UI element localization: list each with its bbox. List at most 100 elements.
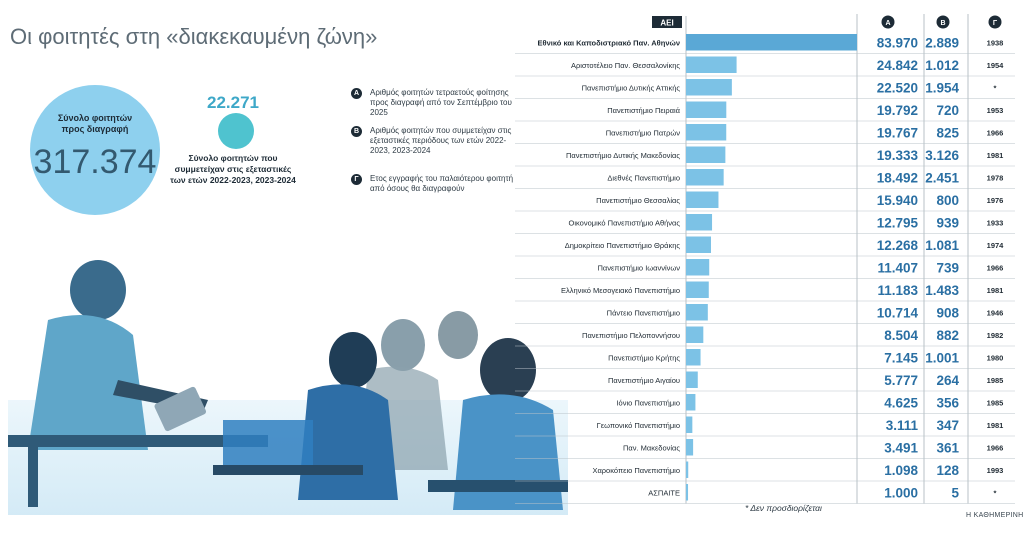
value-b-label: 128 bbox=[936, 463, 959, 478]
value-b-label: 1.012 bbox=[925, 58, 959, 73]
bar bbox=[686, 416, 693, 433]
value-a-label: 7.145 bbox=[884, 350, 918, 365]
students-illustration bbox=[8, 260, 568, 515]
bar bbox=[686, 191, 719, 208]
value-c-label: 1966 bbox=[987, 263, 1004, 272]
bar bbox=[686, 281, 709, 298]
bar bbox=[686, 304, 708, 321]
total-circle: Σύνολο φοιτητών προς διαγραφή 317.374 bbox=[30, 85, 160, 215]
category-label: Πανεπιστήμιο Πελοποννήσου bbox=[582, 331, 680, 340]
value-b-label: 2.889 bbox=[925, 35, 959, 50]
column-badge-label-1: B bbox=[940, 20, 945, 27]
value-c-label: * bbox=[994, 488, 997, 497]
value-a-label: 83.970 bbox=[877, 35, 918, 50]
value-c-label: 1981 bbox=[987, 151, 1004, 160]
category-label: Πανεπιστήμιο Πειραιά bbox=[607, 106, 680, 115]
exams-value: 22.271 bbox=[207, 93, 259, 112]
category-label: Αριστοτέλειο Παν. Θεσσαλονίκης bbox=[571, 61, 680, 70]
bar bbox=[686, 371, 698, 388]
bar bbox=[686, 101, 727, 118]
category-label: Γεωπονικό Πανεπιστήμιο bbox=[597, 421, 680, 430]
value-b-label: 1.001 bbox=[925, 350, 959, 365]
category-label: Ελληνικό Μεσογειακό Πανεπιστήμιο bbox=[561, 286, 680, 295]
bar bbox=[686, 439, 694, 456]
value-a-label: 15.940 bbox=[877, 193, 918, 208]
page-title: Οι φοιτητές στη «διακεκαυμένη ζώνη» bbox=[10, 24, 378, 49]
value-a-label: 19.792 bbox=[877, 103, 918, 118]
category-label: ΑΣΠΑΙΤΕ bbox=[648, 488, 680, 497]
value-a-label: 8.504 bbox=[884, 328, 918, 343]
value-b-label: 882 bbox=[936, 328, 959, 343]
category-label: Πανεπιστήμιο Κρήτης bbox=[608, 353, 680, 362]
value-b-label: 5 bbox=[951, 485, 959, 500]
value-a-label: 19.767 bbox=[877, 125, 918, 140]
header-bg bbox=[652, 16, 682, 28]
bar bbox=[686, 56, 737, 73]
value-c-label: 1974 bbox=[987, 241, 1005, 250]
legend-item-b: B Αριθμός φοιτητών που συμμετείχαν στις … bbox=[351, 126, 517, 156]
value-c-label: 1938 bbox=[987, 38, 1004, 47]
value-c-label: 1985 bbox=[987, 398, 1004, 407]
value-a-label: 4.625 bbox=[884, 395, 918, 410]
value-a-label: 24.842 bbox=[877, 58, 918, 73]
value-c-label: 1976 bbox=[987, 196, 1004, 205]
value-c-label: * bbox=[994, 83, 997, 92]
category-label: Οικονομικό Πανεπιστήμιο Αθήνας bbox=[569, 218, 681, 227]
total-value: 317.374 bbox=[33, 143, 157, 181]
value-c-label: 1978 bbox=[987, 173, 1004, 182]
legend-item-c: Γ Ετος εγγραφής του παλαιότερου φοιτητή … bbox=[351, 174, 517, 194]
bar bbox=[686, 461, 689, 478]
legend-item-a: A Αριθμός φοιτητών τετραετούς φοίτησης π… bbox=[351, 88, 517, 118]
category-label: Χαροκόπειο Πανεπιστήμιο bbox=[592, 466, 680, 475]
value-b-label: 1.483 bbox=[925, 283, 959, 298]
category-label: Εθνικό και Καποδιστριακό Παν. Αθηνών bbox=[538, 38, 680, 47]
category-label: Πανεπιστήμιο Θεσσαλίας bbox=[596, 196, 680, 205]
bar bbox=[686, 79, 732, 96]
category-label: Παν. Μακεδονίας bbox=[623, 443, 680, 452]
bar bbox=[686, 236, 711, 253]
bar bbox=[686, 394, 696, 411]
legend-text-b: Αριθμός φοιτητών που συμμετείχαν στις εξ… bbox=[370, 126, 512, 155]
total-label: Σύνολο φοιτητών προς διαγραφή bbox=[57, 113, 133, 134]
category-label: Δημοκρίτειο Πανεπιστήμιο Θράκης bbox=[565, 241, 681, 250]
category-label: Πανεπιστήμιο Ιωαννίνων bbox=[598, 263, 681, 272]
value-c-label: 1981 bbox=[987, 286, 1004, 295]
value-a-label: 3.111 bbox=[886, 418, 919, 433]
category-label: Πάντειο Πανεπιστήμιο bbox=[607, 308, 680, 317]
value-a-label: 12.795 bbox=[877, 215, 919, 230]
category-label: Πανεπιστήμιο Αιγαίου bbox=[608, 376, 680, 385]
value-b-label: 825 bbox=[936, 125, 959, 140]
value-b-label: 1.954 bbox=[925, 80, 959, 95]
category-label: Διεθνές Πανεπιστήμιο bbox=[607, 173, 680, 182]
credit: Η ΚΑΘΗΜΕΡΙΝΗ bbox=[966, 512, 1024, 519]
value-b-label: 739 bbox=[936, 260, 959, 275]
bar bbox=[686, 259, 710, 276]
value-b-label: 720 bbox=[936, 103, 959, 118]
column-badge-2 bbox=[988, 15, 1002, 29]
value-a-label: 12.268 bbox=[877, 238, 919, 253]
value-c-label: 1946 bbox=[987, 308, 1004, 317]
value-b-label: 2.451 bbox=[925, 170, 959, 185]
value-b-label: 3.126 bbox=[925, 148, 959, 163]
value-c-label: 1981 bbox=[987, 421, 1004, 430]
value-b-label: 1.081 bbox=[925, 238, 959, 253]
category-label: Πανεπιστήμιο Δυτικής Μακεδονίας bbox=[566, 151, 680, 160]
value-a-label: 11.407 bbox=[877, 260, 918, 275]
bar bbox=[686, 326, 704, 343]
value-c-label: 1954 bbox=[987, 61, 1005, 70]
value-c-label: 1953 bbox=[987, 106, 1004, 115]
value-b-label: 908 bbox=[936, 305, 959, 320]
column-badge-1 bbox=[936, 15, 950, 29]
bar bbox=[686, 34, 857, 51]
legend-text-c: Ετος εγγραφής του παλαιότερου φοιτητή απ… bbox=[370, 174, 514, 193]
bar bbox=[686, 484, 689, 501]
value-a-label: 1.098 bbox=[884, 463, 918, 478]
value-b-label: 939 bbox=[936, 215, 959, 230]
value-a-label: 3.491 bbox=[884, 440, 918, 455]
value-a-label: 22.520 bbox=[877, 80, 918, 95]
value-c-label: 1982 bbox=[987, 331, 1004, 340]
bar bbox=[686, 146, 726, 163]
value-b-label: 264 bbox=[936, 373, 959, 388]
exams-label: Σύνολο φοιτητών που συμμετείχαν στις εξε… bbox=[170, 153, 296, 185]
value-c-label: 1993 bbox=[987, 466, 1004, 475]
